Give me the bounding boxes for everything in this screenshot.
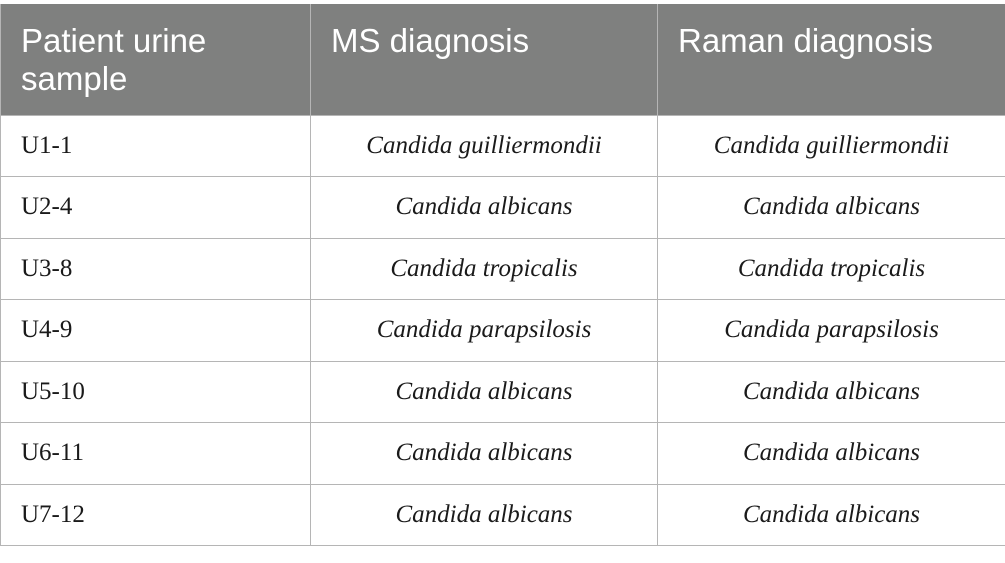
raman-diagnosis-cell: Candida albicans xyxy=(657,360,1005,423)
sample-id-cell: U4-9 xyxy=(0,299,311,362)
ms-diagnosis-cell: Candida parapsilosis xyxy=(310,299,658,362)
raman-diagnosis-cell: Candida albicans xyxy=(657,422,1005,485)
table-row: U5-10 Candida albicans Candida albicans xyxy=(0,360,1005,423)
diagnosis-table: Patient urine sample MS diagnosis Raman … xyxy=(0,4,1005,546)
raman-diagnosis-cell: Candida albicans xyxy=(657,483,1005,546)
table-row: U3-8 Candida tropicalis Candida tropical… xyxy=(0,237,1005,300)
ms-diagnosis-cell: Candida albicans xyxy=(310,422,658,485)
sample-id-cell: U3-8 xyxy=(0,237,311,300)
sample-id-cell: U7-12 xyxy=(0,483,311,546)
raman-diagnosis-cell: Candida tropicalis xyxy=(657,237,1005,300)
ms-diagnosis-cell: Candida albicans xyxy=(310,176,658,239)
table-row: U4-9 Candida parapsilosis Candida paraps… xyxy=(0,299,1005,362)
table-row: U6-11 Candida albicans Candida albicans xyxy=(0,422,1005,485)
header-ms-diagnosis: MS diagnosis xyxy=(310,4,658,115)
header-patient-urine-sample: Patient urine sample xyxy=(0,4,311,115)
sample-id-cell: U6-11 xyxy=(0,422,311,485)
sample-id-cell: U5-10 xyxy=(0,360,311,423)
table-row: U7-12 Candida albicans Candida albicans xyxy=(0,483,1005,546)
ms-diagnosis-cell: Candida albicans xyxy=(310,483,658,546)
table-row: U2-4 Candida albicans Candida albicans xyxy=(0,176,1005,239)
raman-diagnosis-cell: Candida albicans xyxy=(657,176,1005,239)
table-row: U1-1 Candida guilliermondii Candida guil… xyxy=(0,114,1005,177)
header-row: Patient urine sample MS diagnosis Raman … xyxy=(0,4,1005,115)
sample-id-cell: U1-1 xyxy=(0,114,311,177)
table-header: Patient urine sample MS diagnosis Raman … xyxy=(0,4,1005,115)
diagnosis-table-container: Patient urine sample MS diagnosis Raman … xyxy=(0,4,1005,546)
raman-diagnosis-cell: Candida guilliermondii xyxy=(657,114,1005,177)
raman-diagnosis-cell: Candida parapsilosis xyxy=(657,299,1005,362)
ms-diagnosis-cell: Candida tropicalis xyxy=(310,237,658,300)
sample-id-cell: U2-4 xyxy=(0,176,311,239)
header-raman-diagnosis: Raman diagnosis xyxy=(657,4,1005,115)
table-body: U1-1 Candida guilliermondii Candida guil… xyxy=(0,114,1005,546)
ms-diagnosis-cell: Candida albicans xyxy=(310,360,658,423)
ms-diagnosis-cell: Candida guilliermondii xyxy=(310,114,658,177)
